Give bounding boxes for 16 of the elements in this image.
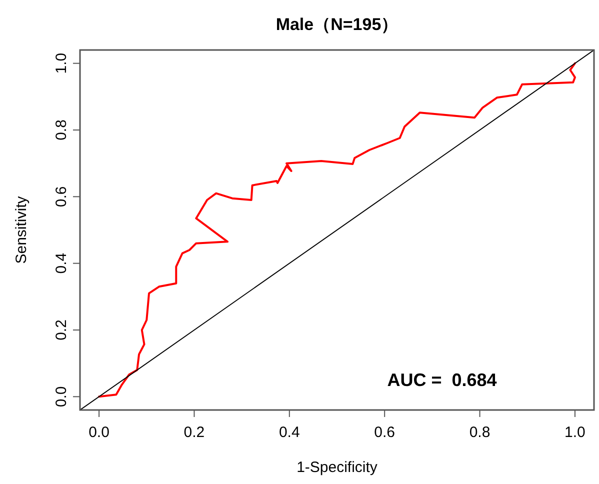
- annotation: AUC = 0.684: [387, 370, 497, 390]
- x-tick-label: 0.2: [184, 424, 205, 441]
- y-tick-label: 1.0: [53, 52, 70, 74]
- x-tick-label: 1.0: [564, 424, 586, 441]
- y-tick-label: 0.4: [53, 252, 70, 274]
- x-tick-label: 0.4: [278, 424, 300, 441]
- y-tick-label: 0.8: [53, 120, 70, 140]
- y-axis-title: Sensitivity: [13, 196, 30, 264]
- x-tick-label: 0.0: [88, 424, 110, 441]
- x-tick-label: 0.6: [374, 424, 396, 441]
- x-tick-label: 0.8: [469, 424, 490, 441]
- y-tick-label: 0.6: [53, 186, 70, 208]
- chart-title: Male（N=195）: [276, 15, 398, 34]
- x-axis-title: 1-Specificity: [296, 459, 378, 476]
- y-tick-label: 0.0: [53, 386, 70, 408]
- y-tick-label: 0.2: [53, 320, 70, 340]
